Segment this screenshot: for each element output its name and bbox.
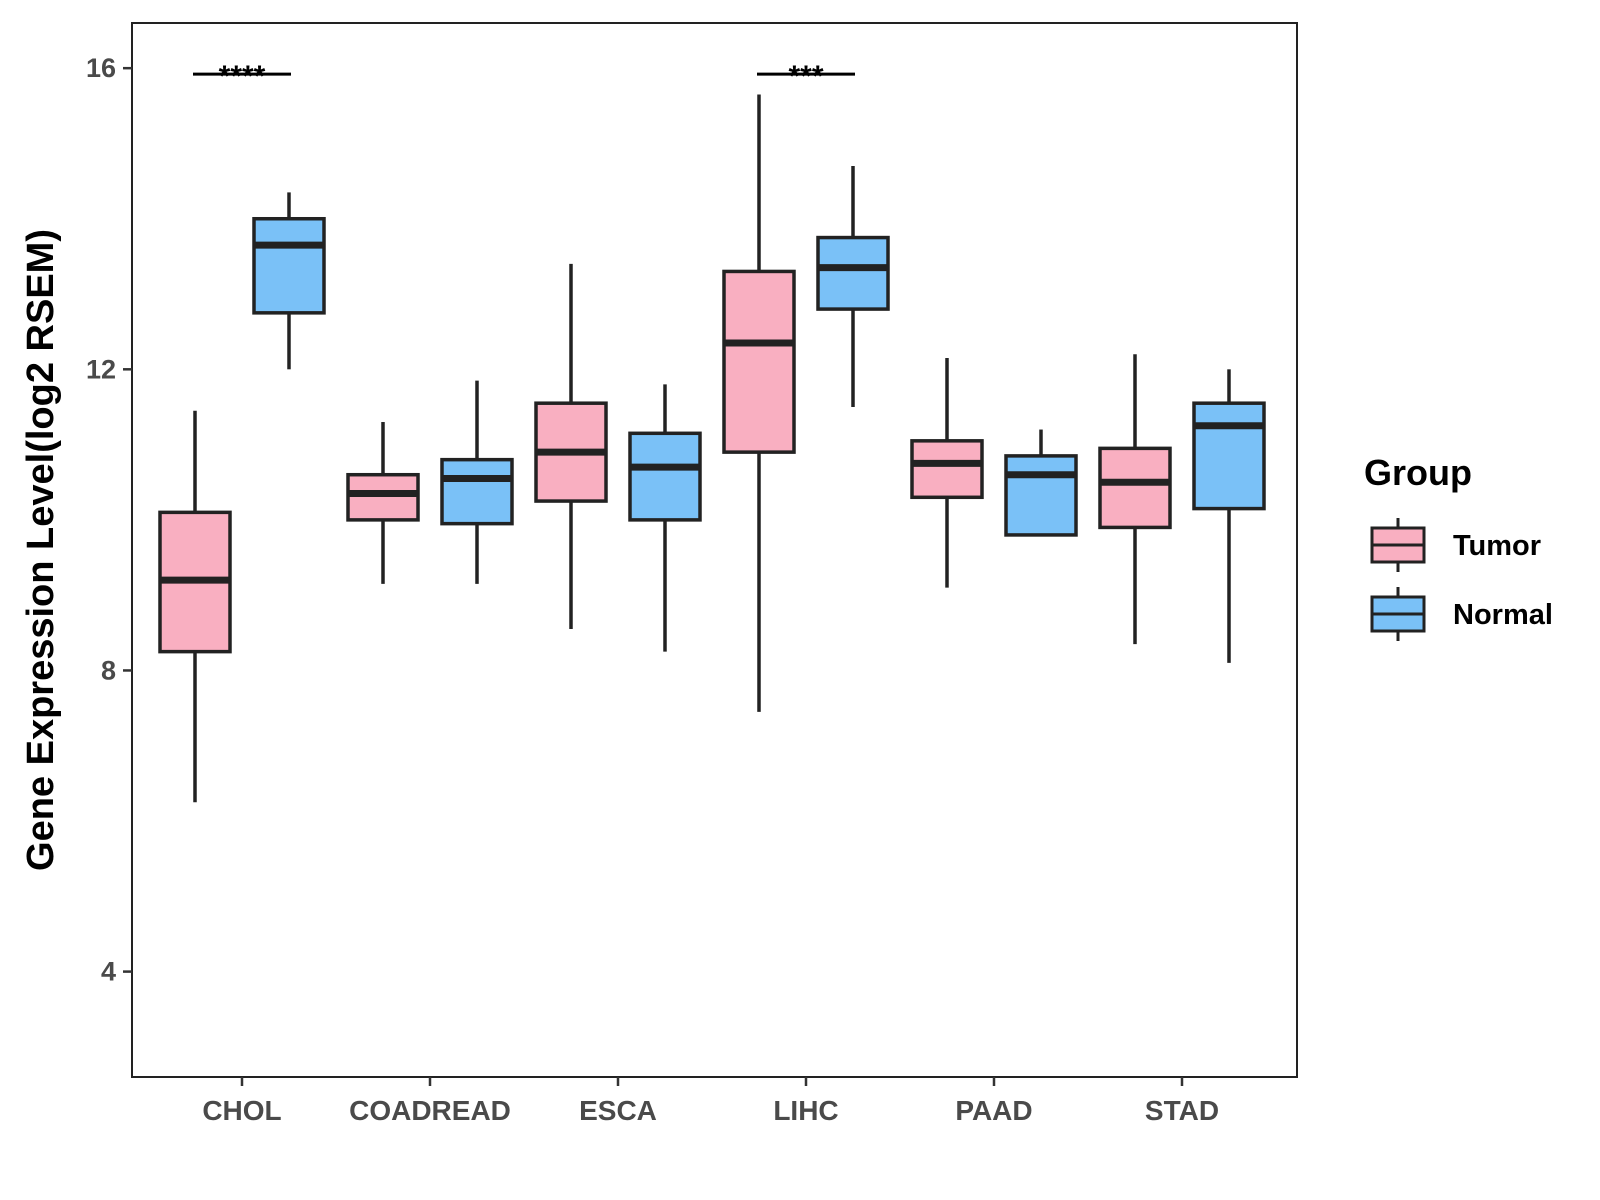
x-axis: CHOL COADREAD ESCA LIHC PAAD STAD (202, 1077, 1219, 1126)
y-axis: 4 8 12 16 (86, 53, 132, 987)
legend-entry-normal: Normal (1370, 587, 1553, 641)
box-normal-coadread (440, 380, 514, 584)
y-tick-label: 16 (86, 53, 116, 83)
y-tick-label: 12 (86, 354, 116, 384)
significance-label: *** (788, 60, 823, 93)
legend-title: Group (1364, 452, 1472, 493)
x-tick-label: STAD (1145, 1095, 1219, 1126)
legend-label: Normal (1453, 599, 1553, 631)
box-tumor-stad (1098, 354, 1172, 645)
x-tick-label: LIHC (773, 1095, 838, 1126)
box-body (910, 439, 984, 500)
legend-label: Tumor (1453, 530, 1541, 562)
plot-panel (131, 22, 1298, 1078)
box-normal-paad (1004, 429, 1078, 537)
box-normal-esca (628, 384, 702, 652)
box-normal-lihc (816, 166, 890, 407)
box-body (628, 431, 702, 522)
y-tick-label: 8 (101, 655, 116, 685)
box-body (1098, 446, 1172, 530)
y-tick-label: 4 (101, 957, 116, 987)
x-tick-label: PAAD (955, 1095, 1032, 1126)
box-tumor-esca (534, 263, 608, 630)
box-body (1004, 454, 1078, 537)
box-body (440, 457, 514, 526)
box-normal-stad (1192, 369, 1266, 663)
box-body (252, 216, 326, 315)
box-body (1192, 401, 1266, 511)
x-tick-label: CHOL (202, 1095, 281, 1126)
legend-entries: Tumor Normal (1370, 518, 1553, 641)
significance-label: **** (219, 60, 266, 93)
y-axis-title: Gene Expression Level(log2 RSEM) (20, 229, 62, 871)
box-tumor-coadread (346, 422, 420, 584)
box-body (816, 235, 890, 311)
box-body (346, 472, 420, 522)
box-body (722, 269, 796, 454)
x-tick-label: ESCA (579, 1095, 657, 1126)
legend: Group Tumor Normal (1364, 452, 1553, 641)
x-tick-label: COADREAD (349, 1095, 511, 1126)
box-tumor-lihc (722, 94, 796, 712)
boxes (158, 94, 1266, 803)
significance-annotations: **** *** (193, 60, 855, 93)
box-tumor-paad (910, 358, 984, 588)
box-tumor-chol (158, 410, 232, 803)
box-normal-chol (252, 192, 326, 370)
legend-entry-tumor: Tumor (1370, 518, 1541, 572)
